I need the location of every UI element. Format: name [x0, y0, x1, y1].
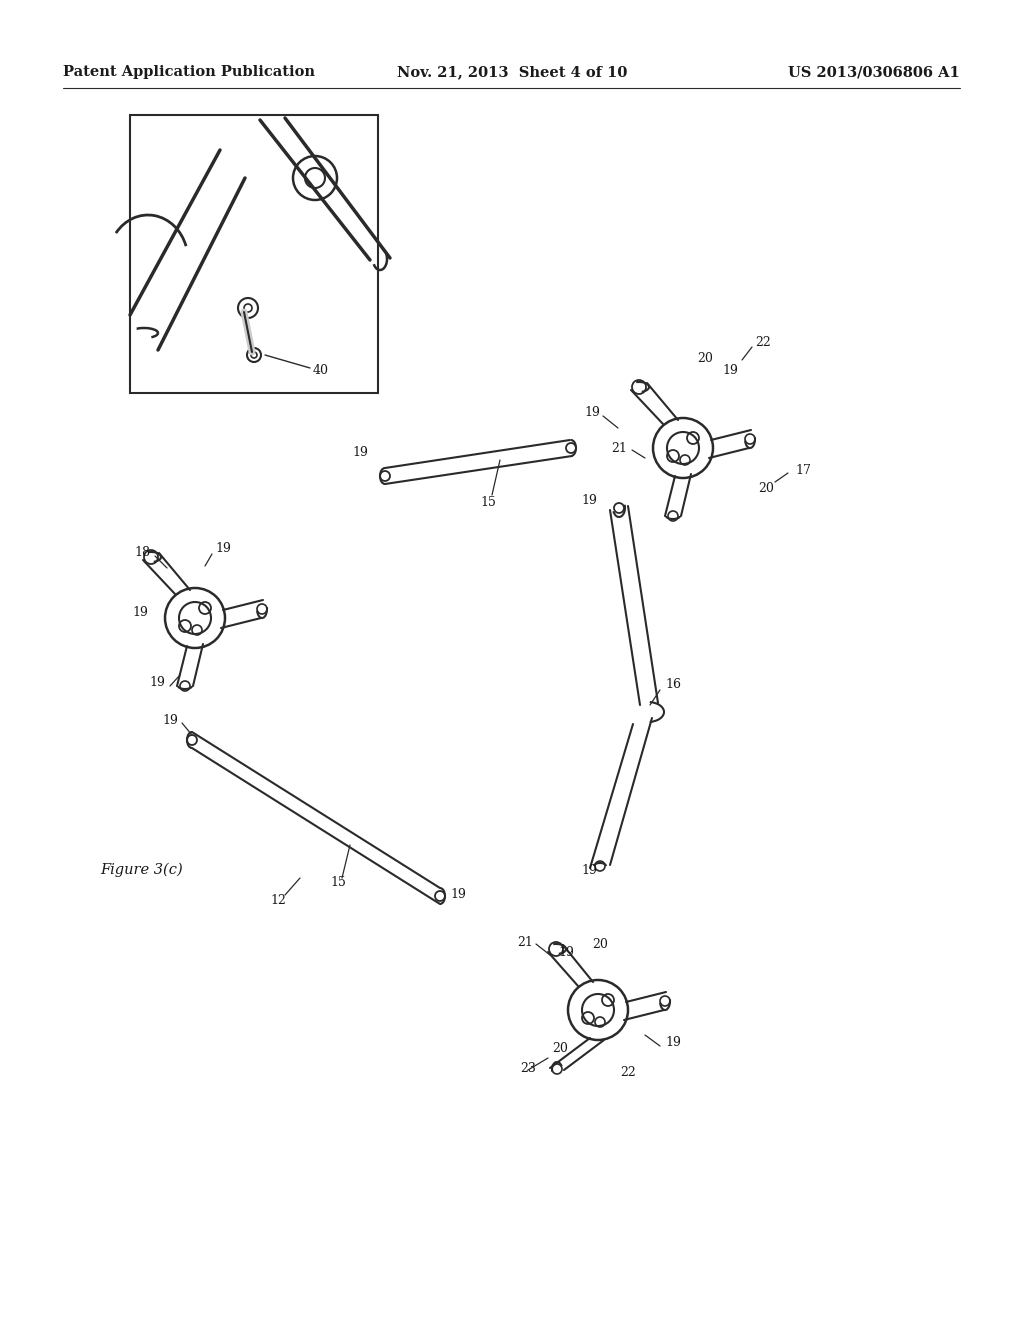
Text: 22: 22: [620, 1065, 636, 1078]
Text: 21: 21: [517, 936, 534, 949]
Text: 16: 16: [665, 678, 681, 692]
Text: 19: 19: [352, 446, 368, 458]
Text: Figure 3(c): Figure 3(c): [100, 863, 182, 878]
Text: 17: 17: [795, 463, 811, 477]
Text: 22: 22: [755, 335, 771, 348]
Text: 40: 40: [313, 363, 329, 376]
Text: 19: 19: [665, 1035, 681, 1048]
Text: 19: 19: [582, 494, 597, 507]
Text: 15: 15: [330, 875, 346, 888]
Text: 19: 19: [132, 606, 148, 619]
Text: 21: 21: [611, 441, 627, 454]
Text: 19: 19: [584, 407, 600, 420]
Text: 19: 19: [722, 363, 738, 376]
Text: 19: 19: [582, 863, 597, 876]
Text: 12: 12: [270, 894, 286, 907]
Text: 19: 19: [558, 945, 573, 958]
Text: 23: 23: [520, 1061, 536, 1074]
Text: Patent Application Publication: Patent Application Publication: [63, 65, 315, 79]
Text: 20: 20: [592, 937, 608, 950]
Text: 18: 18: [134, 546, 150, 560]
Text: 15: 15: [480, 495, 496, 508]
Text: 20: 20: [758, 482, 774, 495]
Bar: [130, 115, 378, 393]
Text: 19: 19: [150, 676, 165, 689]
Text: 19: 19: [450, 888, 466, 902]
Text: 20: 20: [552, 1041, 568, 1055]
Text: 19: 19: [215, 541, 230, 554]
Text: Nov. 21, 2013  Sheet 4 of 10: Nov. 21, 2013 Sheet 4 of 10: [397, 65, 627, 79]
Text: 19: 19: [162, 714, 178, 726]
Text: US 2013/0306806 A1: US 2013/0306806 A1: [788, 65, 961, 79]
Text: 20: 20: [697, 351, 713, 364]
